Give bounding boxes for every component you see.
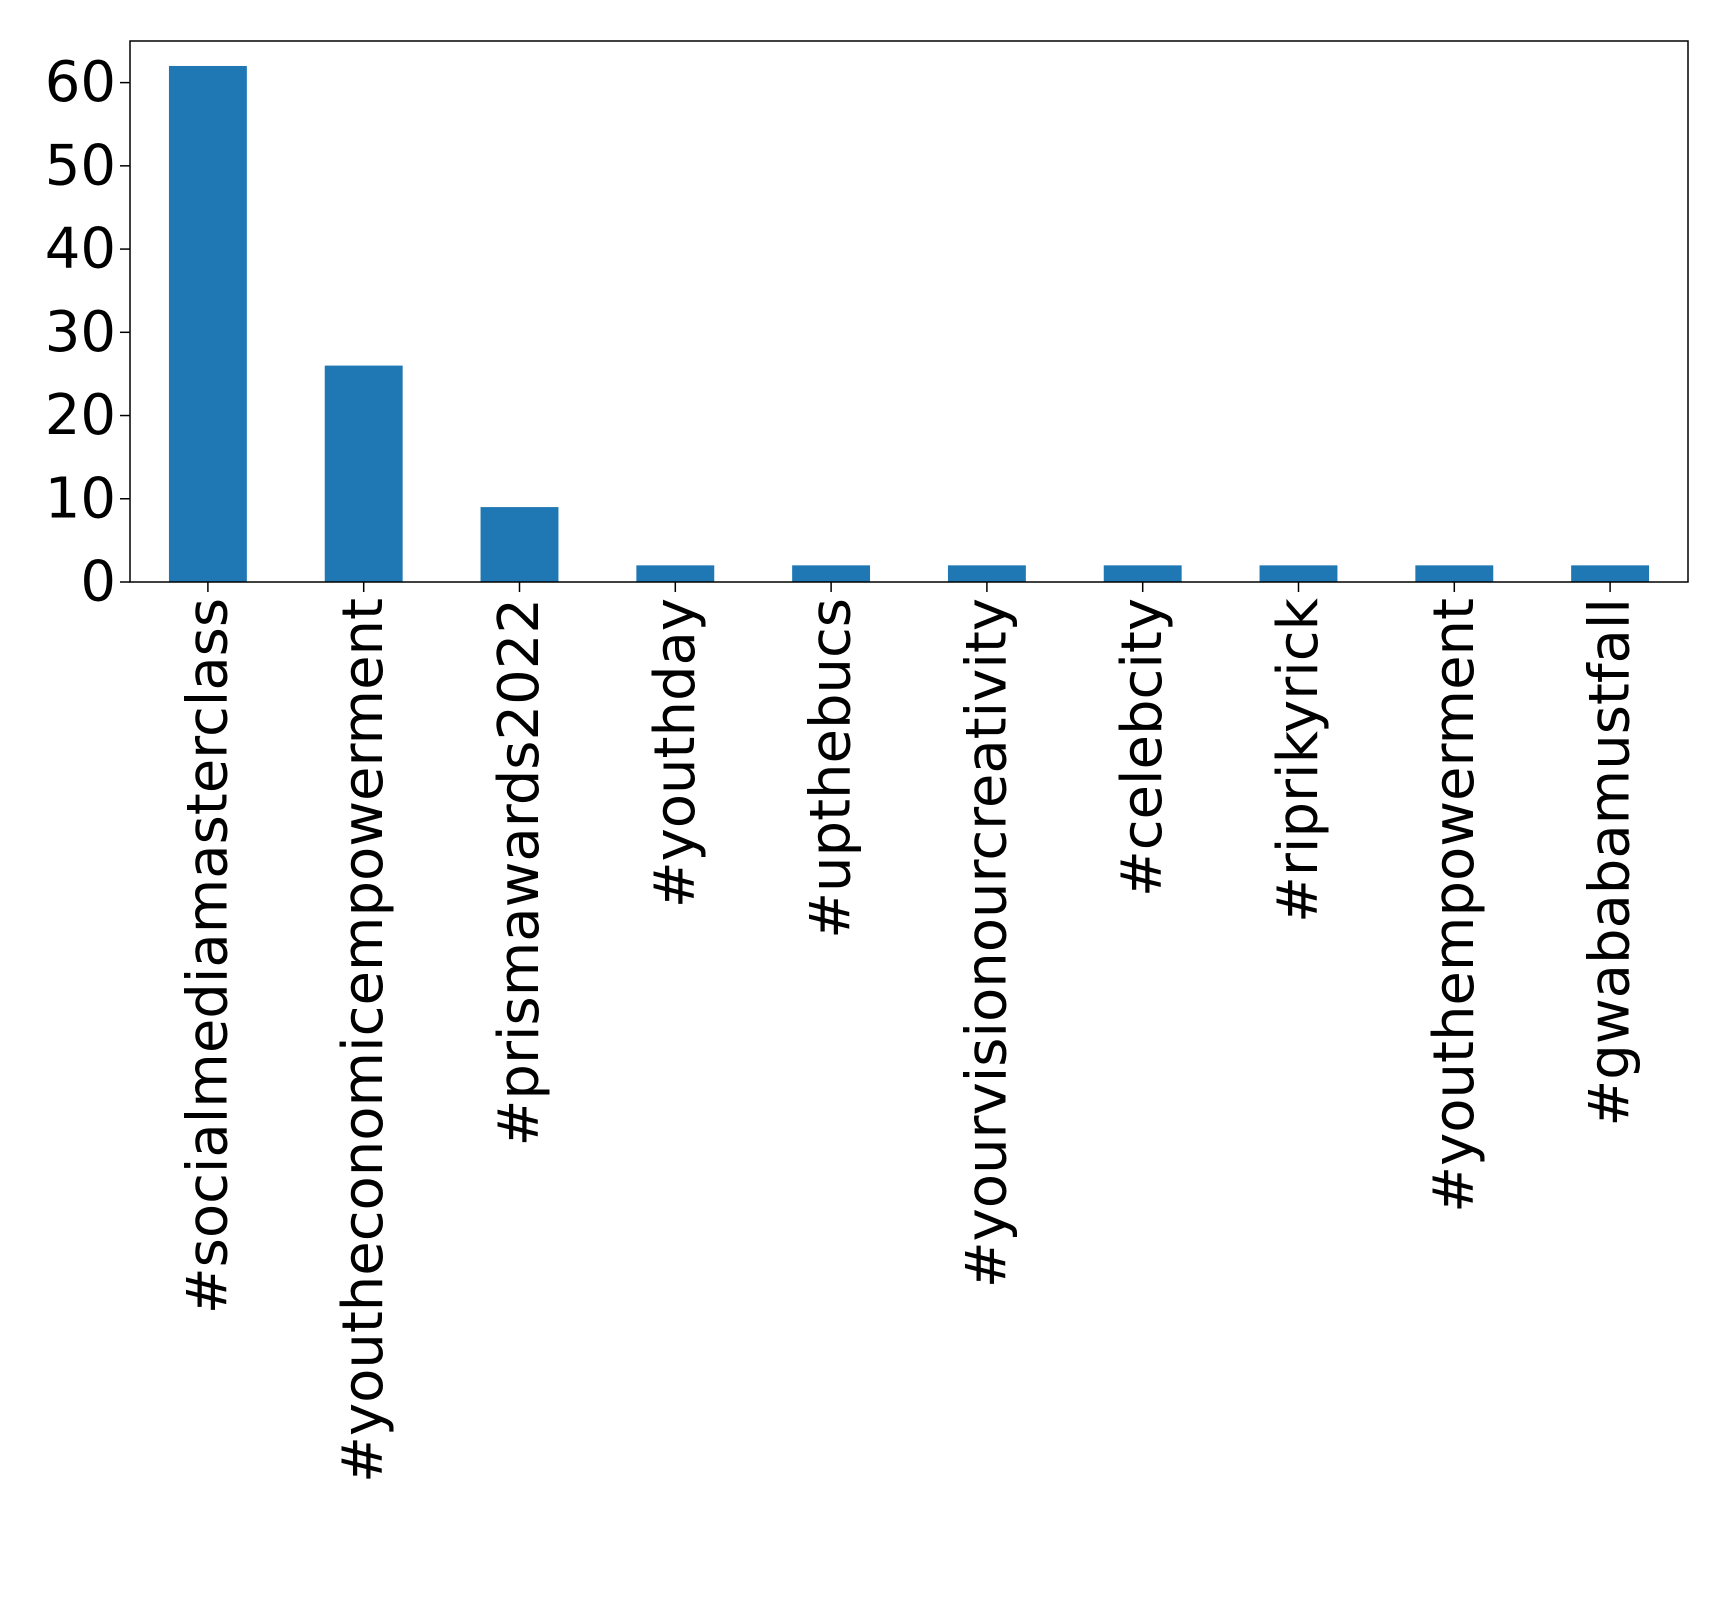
x-tick-label: #riprikyrick [1266, 597, 1331, 923]
bar-gwababamustfall [1571, 565, 1650, 582]
y-axis: 0 10 20 30 40 50 60 [45, 50, 130, 615]
bar-prismawards2022 [480, 507, 559, 582]
bar-celebcity [1103, 565, 1182, 582]
plot-frame [129, 40, 1689, 583]
bar-youtheconomicempowerment [324, 365, 403, 582]
x-tick-label: #youtheconomicempowerment [331, 598, 396, 1483]
bar-youthempowerment [1415, 565, 1494, 582]
bar-youthday [636, 565, 715, 582]
y-tick-label: 10 [45, 466, 116, 531]
x-tick-label: #celebcity [1110, 598, 1175, 897]
bar-socialmediamasterclass [168, 65, 247, 582]
y-tick-label: 0 [80, 550, 116, 615]
y-tick-label: 30 [45, 300, 116, 365]
y-tick-label: 60 [45, 50, 116, 115]
x-tick-label: #prismawards2022 [487, 598, 552, 1147]
x-tick-label: #upthebucs [799, 598, 864, 939]
bars-group [168, 65, 1650, 582]
x-tick-label: #youthempowerment [1422, 598, 1487, 1213]
bar-yourvisionourcreativity [947, 565, 1026, 582]
x-tick-label: #gwababamustfall [1578, 598, 1643, 1127]
x-axis: #socialmediamasterclass #youtheconomicemp… [175, 582, 1643, 1483]
bar-riprikyrick [1259, 565, 1338, 582]
y-tick-label: 50 [45, 133, 116, 198]
y-tick-label: 40 [45, 217, 116, 282]
y-tick-label: 20 [45, 383, 116, 448]
bar-upthebucs [792, 565, 871, 582]
x-tick-label: #socialmediamasterclass [175, 598, 240, 1314]
x-tick-label: #youthday [643, 598, 708, 908]
x-tick-label: #yourvisionourcreativity [954, 598, 1019, 1288]
